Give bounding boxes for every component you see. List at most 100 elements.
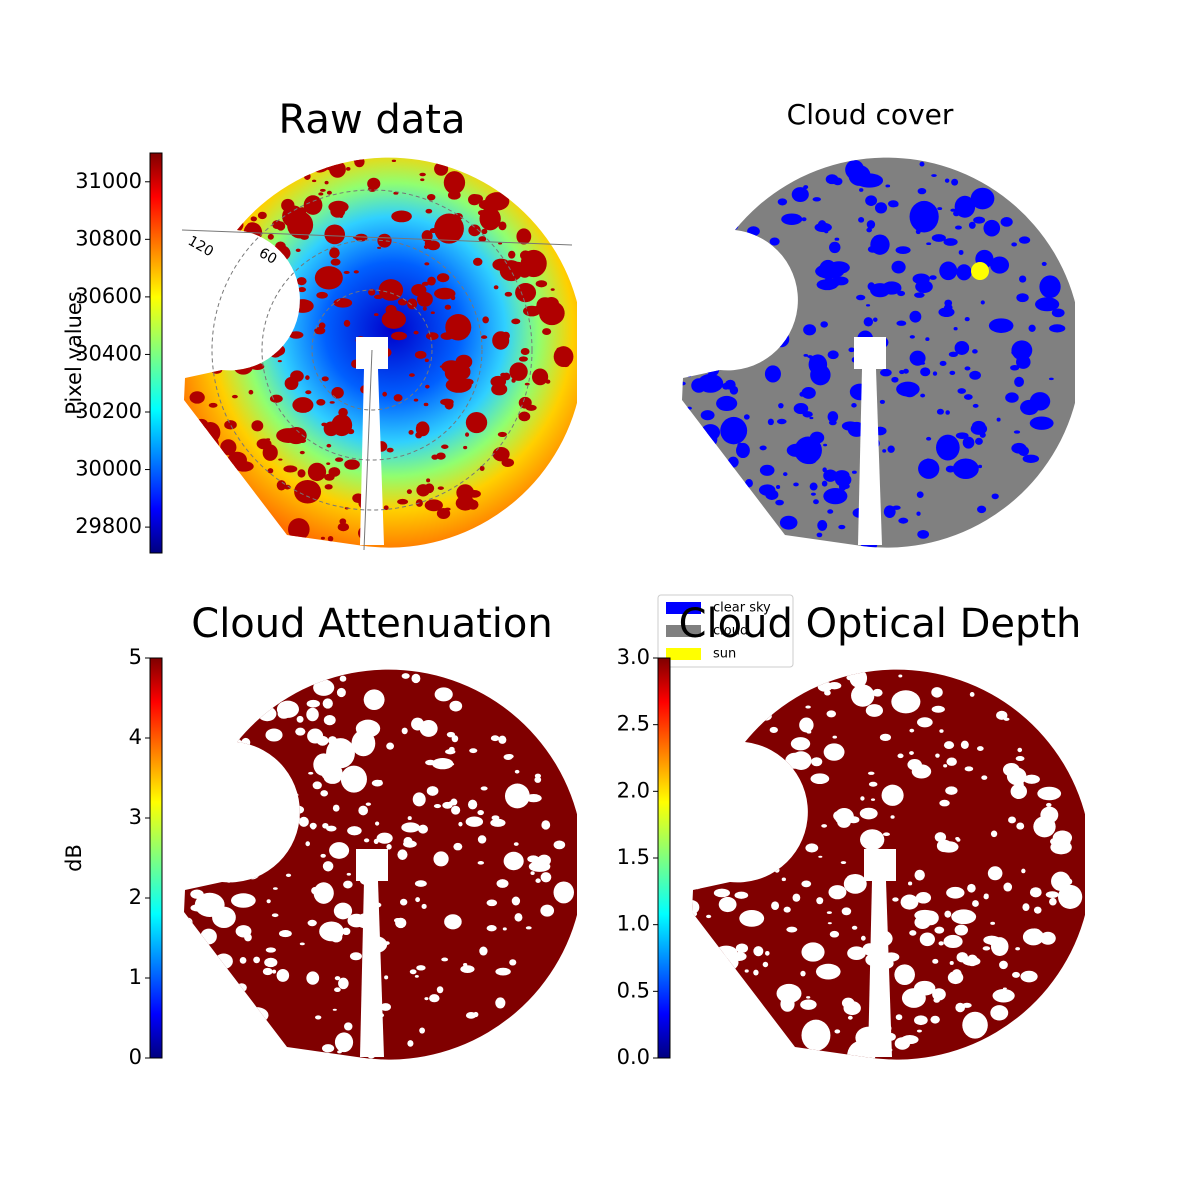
- sky-blob: [501, 331, 510, 340]
- sky-blob: [312, 781, 322, 790]
- sky-blob: [407, 816, 412, 821]
- sky-blob: [882, 832, 890, 837]
- sky-blob: [465, 1011, 477, 1019]
- sky-blob: [847, 816, 860, 824]
- sky-blob: [972, 403, 979, 408]
- sky-blob: [981, 775, 988, 780]
- sky-blob: [376, 832, 393, 844]
- sky-blob: [437, 486, 444, 490]
- sky-blob: [200, 309, 209, 317]
- sky-blob: [1015, 947, 1020, 951]
- sky-blob: [870, 798, 876, 801]
- sky-blob: [790, 751, 812, 770]
- legend-swatch: [666, 625, 701, 637]
- sky-blob: [990, 256, 1010, 274]
- sky-blob: [709, 289, 721, 298]
- sky-blob: [1012, 971, 1020, 978]
- sky-blob: [303, 195, 323, 215]
- sky-blob: [799, 717, 814, 733]
- sky-blob: [298, 438, 307, 443]
- sky-blob: [415, 431, 423, 439]
- sky-blob: [469, 748, 478, 754]
- sky-blob: [226, 847, 241, 857]
- sky-blob: [434, 287, 456, 300]
- sky-blob: [303, 172, 311, 180]
- sky-blob: [218, 347, 239, 359]
- sky-blob: [760, 863, 766, 870]
- sky-blob: [772, 696, 783, 703]
- colorbar-tick-label: 30800: [75, 226, 142, 250]
- sky-blob: [730, 268, 737, 275]
- sky-blob: [1051, 871, 1071, 892]
- sky-blob: [525, 404, 537, 411]
- sky-blob: [334, 976, 341, 981]
- sky-blob: [931, 234, 946, 242]
- sky-blob: [262, 967, 273, 976]
- sky-blob: [1040, 931, 1056, 945]
- sky-blob: [963, 394, 973, 400]
- sky-blob: [801, 880, 812, 888]
- sky-blob: [841, 997, 855, 1009]
- sky-blob: [330, 258, 341, 266]
- sky-blob: [819, 283, 825, 287]
- sky-blob: [188, 807, 207, 818]
- sky-blob: [909, 728, 915, 733]
- colorbar-tick-label: 30400: [75, 341, 142, 365]
- sky-blob: [1051, 308, 1065, 318]
- sky-blob: [809, 431, 825, 444]
- sky-blob: [943, 934, 963, 949]
- sky-blob: [251, 791, 258, 795]
- sky-blob: [409, 373, 415, 377]
- sky-blob: [358, 805, 368, 816]
- sky-blob: [871, 240, 876, 243]
- sky-blob: [477, 809, 484, 816]
- sky-blob: [914, 1015, 928, 1026]
- sky-blob: [783, 906, 791, 913]
- sky-blob: [343, 319, 351, 327]
- sky-blob: [764, 365, 781, 383]
- sky-blob: [699, 315, 705, 321]
- sky-blob: [729, 385, 739, 395]
- sky-blob: [251, 420, 264, 432]
- sky-blob: [467, 489, 481, 498]
- sky-blob: [1045, 891, 1059, 899]
- sky-blob: [1035, 297, 1060, 312]
- sky-blob: [196, 339, 209, 346]
- sky-blob: [192, 334, 201, 342]
- sky-blob: [1017, 747, 1023, 753]
- sky-blob: [295, 248, 301, 252]
- sky-blob: [201, 837, 217, 849]
- sky-blob: [321, 376, 329, 382]
- sky-blob: [832, 735, 837, 739]
- sky-blob: [534, 773, 542, 779]
- sky-blob: [837, 816, 851, 828]
- sky-blob: [509, 959, 517, 966]
- sky-blob: [1046, 802, 1052, 807]
- sky-blob: [391, 159, 397, 162]
- sky-blob: [517, 374, 523, 381]
- sky-blob: [926, 242, 932, 246]
- colorbar-tick-label: 29800: [75, 514, 142, 538]
- sky-blob: [728, 230, 733, 235]
- sky-blob: [434, 687, 453, 702]
- sky-blob: [720, 416, 748, 445]
- sky-blob: [724, 833, 729, 836]
- sky-blob: [427, 193, 436, 201]
- sky-blob: [803, 324, 817, 336]
- sky-blob: [306, 699, 320, 708]
- sky-blob: [939, 360, 947, 366]
- sky-blob: [786, 926, 798, 933]
- sky-blob: [267, 233, 274, 240]
- sky-blob: [951, 178, 959, 186]
- sky-blob: [277, 359, 282, 363]
- sky-blob: [520, 348, 530, 356]
- sky-blob: [805, 705, 811, 709]
- sky-blob: [496, 879, 509, 888]
- polar-grid: [181, 229, 573, 246]
- sky-blob: [497, 431, 507, 437]
- sky-blob: [250, 362, 265, 370]
- sky-blob: [1022, 454, 1040, 464]
- sky-blob: [730, 475, 741, 483]
- colorbar-tick-label: 0.0: [617, 1045, 650, 1069]
- sky-blob: [748, 824, 760, 836]
